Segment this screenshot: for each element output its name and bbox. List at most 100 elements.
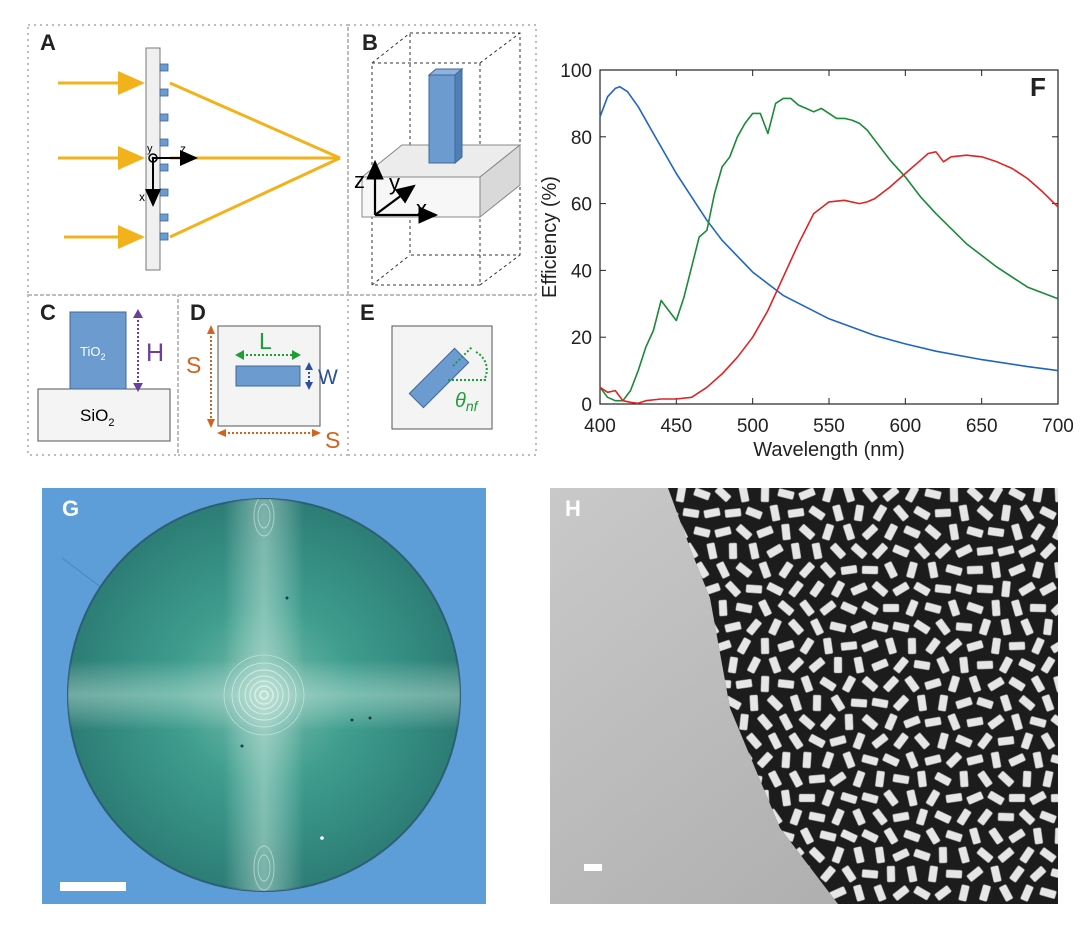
- sem-nanofin: [934, 542, 952, 560]
- sem-nanofin: [808, 811, 826, 823]
- series-line-green: [599, 97, 1059, 402]
- sem-nanofin: [903, 829, 921, 843]
- sem-nanofin: [955, 583, 973, 595]
- sem-nanofin: [925, 637, 941, 655]
- sem-nanofin: [997, 545, 1015, 557]
- sem-nanofin: [768, 656, 782, 674]
- sem-nanofin: [966, 791, 984, 805]
- sem-nanofin: [945, 869, 963, 879]
- sem-nanofin: [871, 697, 889, 709]
- sem-nanofin: [947, 713, 961, 731]
- series-line-red: [599, 151, 1059, 405]
- sem-nanofin: [977, 808, 993, 826]
- sem-nanofin: [798, 488, 816, 501]
- incident-rays: [58, 71, 145, 249]
- sem-nanofin: [1018, 581, 1036, 597]
- substrate-label: SiO2: [80, 406, 114, 429]
- sem-nanofin: [822, 488, 834, 503]
- sem-nanofin: [703, 507, 721, 519]
- period-label-bottom: S: [325, 427, 340, 453]
- sem-nanofin: [976, 505, 994, 521]
- angle-subscript: nf: [466, 398, 480, 414]
- sem-nanofin: [884, 561, 898, 579]
- sem-nanofin: [893, 656, 909, 674]
- sem-nanofin: [958, 504, 970, 522]
- sem-nanofin: [916, 694, 928, 712]
- sem-nanofin: [830, 694, 846, 712]
- sem-nanofin: [852, 770, 866, 788]
- sem-nanofin: [1032, 751, 1044, 769]
- sem-nanofin: [749, 694, 759, 712]
- sem-nanofin: [976, 696, 994, 710]
- sem-nanofin: [758, 599, 772, 617]
- panel-label-b: B: [362, 30, 378, 55]
- sem-nanofin: [832, 504, 844, 522]
- x-tick-label: 600: [889, 416, 921, 437]
- sem-nanofin: [830, 580, 846, 598]
- sem-nanofin: [829, 621, 847, 633]
- sem-nanofin: [777, 639, 795, 653]
- sem-nanofin: [924, 754, 942, 766]
- sem-nanofin: [1008, 641, 1026, 651]
- sem-nanofin: [831, 846, 845, 864]
- efficiency-chart: 400 450 500 550 600 650 700 0 20 40 60 80 100 Wavelen…: [540, 61, 1074, 461]
- sem-nanofin: [802, 751, 812, 769]
- sem-nanofin: [808, 774, 826, 784]
- sem-nanofin: [966, 754, 984, 766]
- sem-nanofin: [808, 846, 826, 864]
- sem-nanofin: [1011, 599, 1023, 617]
- sem-nanofin: [915, 808, 929, 826]
- sem-nanofin: [844, 713, 854, 731]
- sem-nanofin: [913, 542, 931, 560]
- sem-nanofin: [947, 675, 961, 693]
- sem-nanofin: [853, 846, 865, 864]
- sem-graphic: [550, 488, 1058, 904]
- sem-nanofin: [913, 885, 931, 901]
- sem-nanofin: [747, 656, 761, 674]
- sem-nanofin: [966, 866, 984, 882]
- sem-nanofin: [748, 542, 760, 560]
- sem-nanofin: [850, 582, 868, 596]
- sem-nanofin: [735, 562, 753, 578]
- sem-nanofin: [935, 618, 951, 636]
- sem-nanofin: [997, 770, 1015, 788]
- sem-nanofin: [959, 656, 969, 674]
- sem-nanofin: [738, 488, 750, 503]
- panel-label-d: D: [190, 300, 206, 325]
- sem-nanofin: [1001, 580, 1011, 598]
- series-line-blue: [599, 85, 1059, 372]
- sem-nanofin: [937, 694, 949, 712]
- sem-nanofin: [1020, 884, 1034, 902]
- sem-nanofin: [769, 504, 781, 522]
- sem-nanofin: [1039, 887, 1057, 899]
- sem-nanofin: [913, 619, 931, 635]
- sem-nanofin: [861, 754, 879, 766]
- substrate-slab: [360, 143, 522, 219]
- sem-nanofin: [861, 523, 879, 541]
- sem-image: [550, 488, 1058, 904]
- sem-nanofin: [978, 618, 992, 636]
- sem-nanofin: [853, 884, 865, 902]
- sem-nanofin: [840, 601, 858, 615]
- sem-nanofin: [768, 618, 782, 636]
- sem-nanofin: [1030, 675, 1046, 693]
- sem-nanofin: [976, 847, 994, 863]
- sem-nanofin: [924, 716, 942, 728]
- sem-nanofin: [840, 829, 858, 843]
- sem-nanofin: [778, 561, 794, 579]
- sem-nanofin: [976, 660, 994, 670]
- x-tick-label: 500: [737, 416, 769, 437]
- sem-nanofin: [831, 808, 845, 826]
- sem-nanofin: [977, 732, 993, 750]
- sem-nanofin: [882, 488, 900, 502]
- sem-nanofin: [716, 561, 730, 579]
- sem-nanofin: [934, 584, 952, 594]
- y-tick-label: 20: [571, 328, 592, 349]
- sem-nanofin: [788, 770, 804, 788]
- sem-nanofin: [853, 504, 865, 522]
- schematic-diagram: y z x z y x: [27, 24, 537, 456]
- panel-label-g: G: [62, 496, 80, 521]
- sem-nanofin: [735, 523, 753, 541]
- length-label: L: [259, 328, 272, 354]
- sem-nanofin: [976, 584, 994, 594]
